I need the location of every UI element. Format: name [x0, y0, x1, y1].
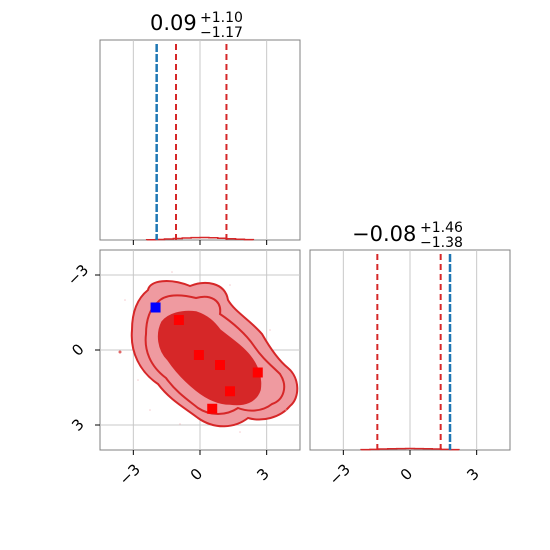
- panel-marginal-x-title-plus: +1.10: [200, 10, 243, 26]
- scatter-dot: [269, 329, 271, 331]
- panel-joint-contours: [130, 280, 299, 428]
- panel-marginal-x-histogram: [145, 236, 255, 241]
- x-tick-label: 0: [397, 465, 416, 484]
- panel-marginal-x-title-median: 0.09: [150, 11, 197, 35]
- y-tick-label: 3: [68, 415, 87, 434]
- panel-joint: −3 0 3 3 0 −3: [64, 249, 301, 489]
- point-marker: [215, 360, 225, 370]
- point-marker: [225, 386, 235, 397]
- panel-marginal-x-ticks: [132, 240, 268, 245]
- panel-marginal-y-title-minus: −1.38: [420, 235, 463, 251]
- x-tick-label: −3: [116, 460, 144, 488]
- x-tick-label: −3: [326, 460, 354, 488]
- panel-marginal-x-title-minus: −1.17: [200, 25, 243, 41]
- panel-marginal-y-ticks: −3 0 3: [326, 450, 483, 489]
- panel-joint-scatter-dots: [118, 271, 287, 433]
- scatter-dot: [229, 284, 231, 286]
- panel-joint-markers: [150, 302, 263, 414]
- scatter-dot: [285, 409, 287, 411]
- scatter-dot: [124, 299, 126, 301]
- point-marker: [193, 350, 204, 360]
- panel-marginal-y-grid: [342, 250, 478, 450]
- scatter-dot: [239, 431, 241, 433]
- panel-marginal-y: −3 0 3 −0.08 +1.46 −1.38: [309, 220, 511, 489]
- scatter-dot: [149, 409, 151, 411]
- scatter-dot: [171, 271, 173, 273]
- y-tick-label: 0: [68, 340, 87, 359]
- scatter-dot: [118, 350, 122, 354]
- panel-marginal-x-lines: [155, 44, 228, 240]
- point-marker: [207, 403, 218, 414]
- histogram-step: [145, 236, 255, 241]
- scatter-dot: [179, 423, 181, 425]
- panel-marginal-x-grid: [132, 40, 268, 240]
- scatter-dot: [137, 379, 139, 381]
- x-tick-label: 3: [463, 465, 482, 484]
- point-marker: [173, 315, 184, 325]
- x-tick-label: 0: [187, 465, 206, 484]
- y-tick-label: −3: [64, 261, 92, 289]
- truth-marker: [150, 302, 161, 313]
- panel-marginal-y-title-plus: +1.46: [420, 220, 463, 236]
- contour-inner: [157, 310, 262, 406]
- x-tick-label: 3: [253, 465, 272, 484]
- panel-marginal-y-title-median: −0.08: [352, 222, 416, 246]
- point-marker: [252, 367, 263, 378]
- panel-marginal-x: 0.09 +1.10 −1.17: [99, 10, 301, 245]
- panel-marginal-y-lines: [376, 254, 452, 450]
